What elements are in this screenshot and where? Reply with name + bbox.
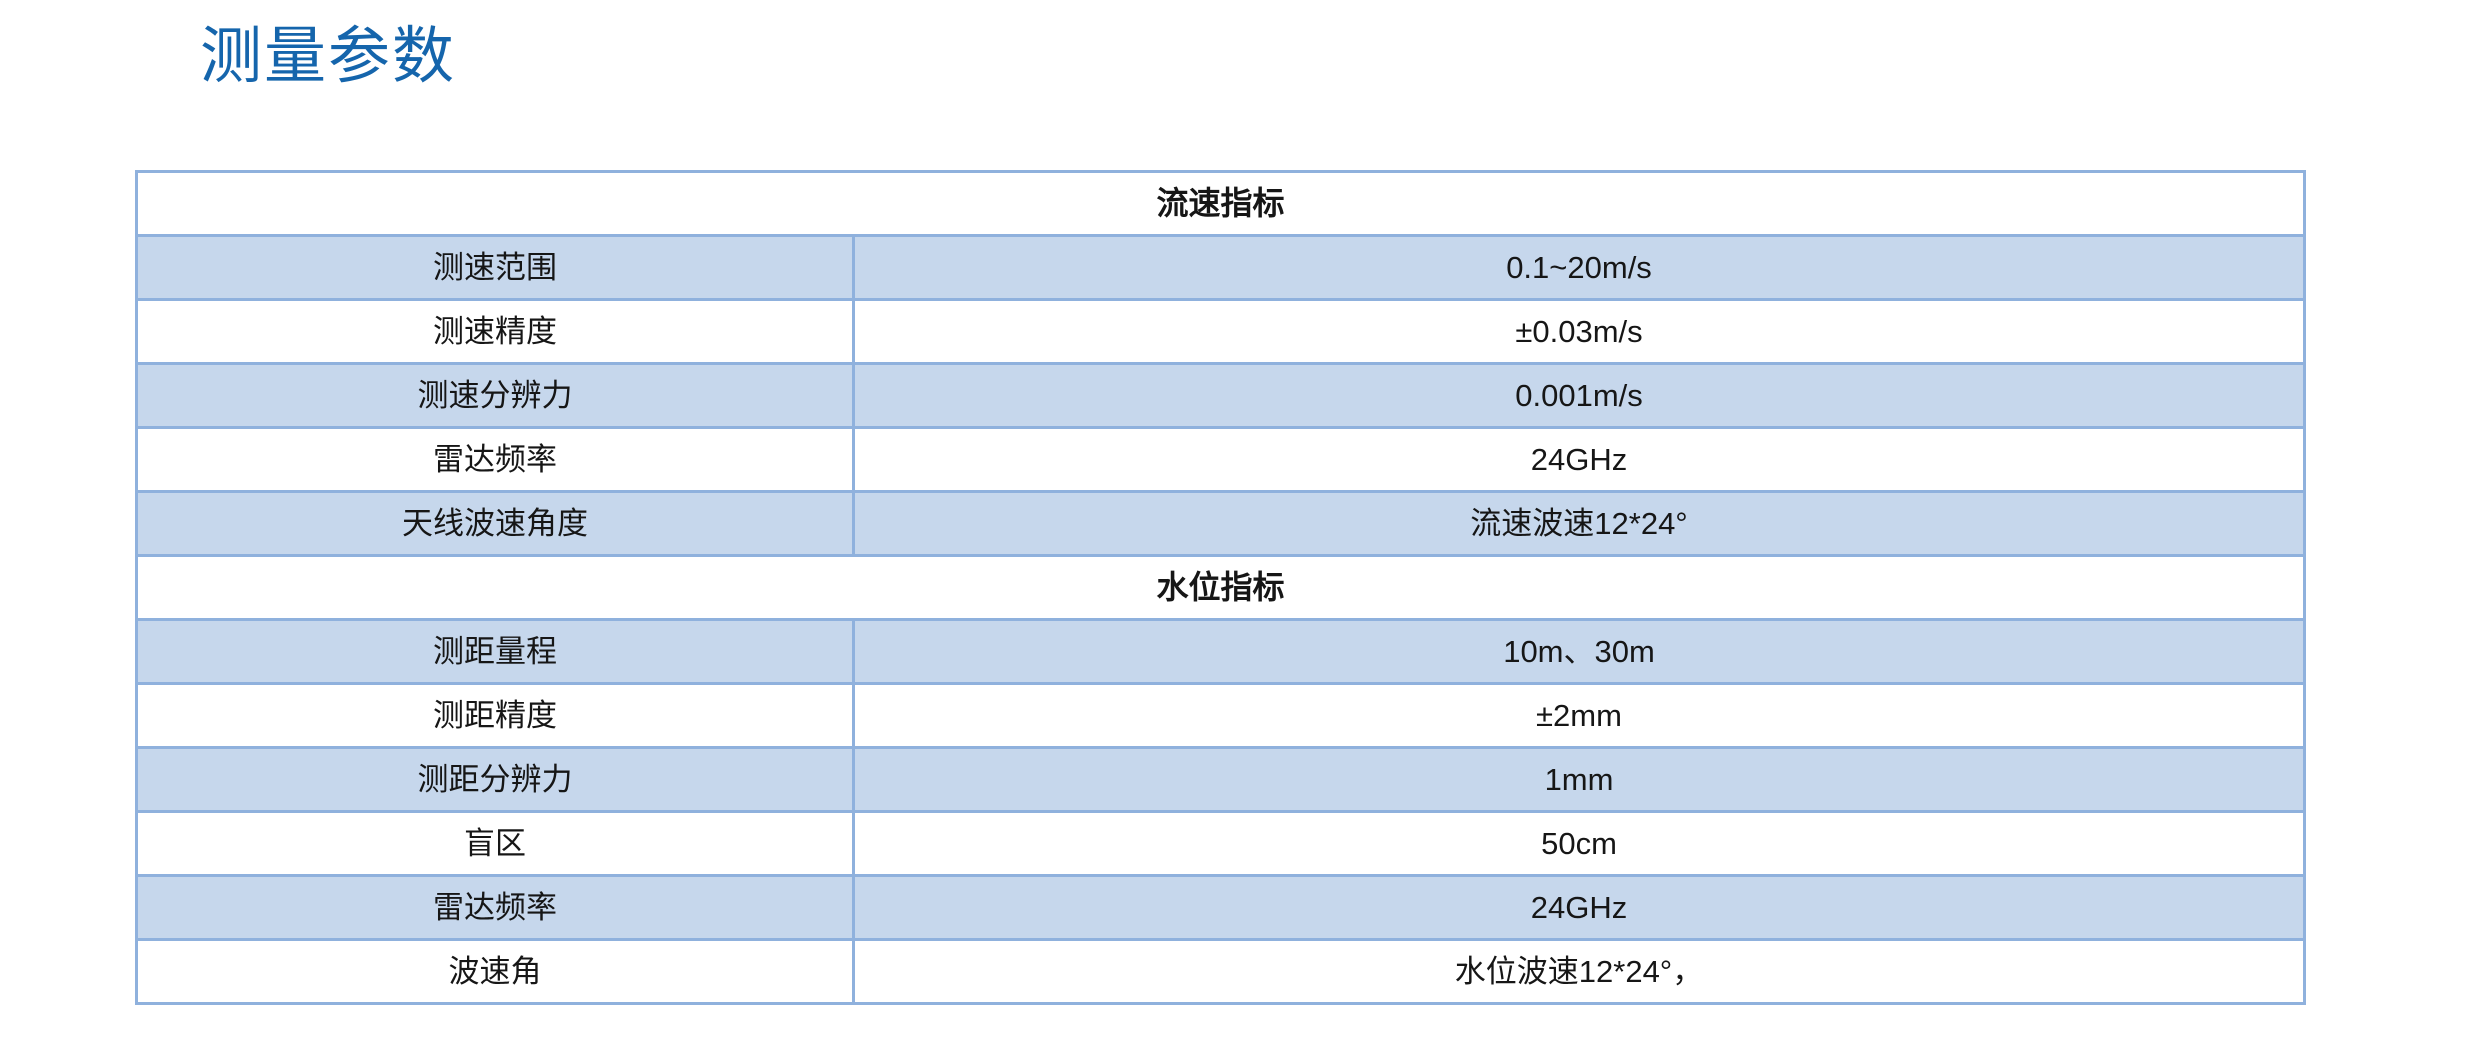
- measurement-parameters-table-wrapper: 流速指标 测速范围 0.1~20m/s 测速精度 ±0.03m/s 测速分辨力 0.001m…: [134, 170, 2307, 1005]
- parameter-value-cell: 0.1~20m/s: [851, 234, 2307, 301]
- parameter-value-cell: 10m、30m: [851, 618, 2307, 685]
- table-row: 测速精度 ±0.03m/s: [135, 298, 2307, 365]
- parameter-label-cell: 雷达频率: [135, 874, 855, 941]
- section-header-label: 水位指标: [134, 554, 2307, 621]
- table-row: 盲区 50cm: [135, 810, 2307, 877]
- table-row: 测速范围 0.1~20m/s: [135, 234, 2307, 301]
- parameter-value-cell: ±2mm: [851, 682, 2307, 749]
- page-title: 测量参数: [200, 23, 457, 91]
- parameter-value-cell: ±0.03m/s: [851, 298, 2307, 365]
- parameter-label-cell: 测距精度: [135, 682, 855, 749]
- parameter-value-cell: 流速波速12*24°: [851, 490, 2307, 557]
- parameter-label-cell: 测距量程: [135, 618, 855, 685]
- parameter-label-cell: 测速分辨力: [135, 362, 855, 429]
- parameter-value-cell: 水位波速12*24°，: [851, 938, 2307, 1005]
- parameter-label-cell: 盲区: [135, 810, 855, 877]
- parameter-value-cell: 0.001m/s: [851, 362, 2307, 429]
- parameter-value-cell: 24GHz: [851, 426, 2307, 493]
- parameter-value-cell: 1mm: [851, 746, 2307, 813]
- table-row: 测距分辨力 1mm: [135, 746, 2307, 813]
- table-section-header-row: 水位指标: [134, 554, 2307, 621]
- table-row: 天线波速角度 流速波速12*24°: [135, 490, 2307, 557]
- table-row: 测距量程 10m、30m: [135, 618, 2307, 685]
- parameter-label-cell: 测速精度: [135, 298, 855, 365]
- table-row: 雷达频率 24GHz: [135, 874, 2307, 941]
- parameter-label-cell: 雷达频率: [135, 426, 855, 493]
- parameter-label-cell: 测距分辨力: [135, 746, 855, 813]
- table-body: 流速指标 测速范围 0.1~20m/s 测速精度 ±0.03m/s 测速分辨力 0.001m…: [134, 170, 2307, 1005]
- parameter-value-cell: 50cm: [851, 810, 2307, 877]
- table-row: 雷达频率 24GHz: [135, 426, 2307, 493]
- table-row: 测距精度 ±2mm: [135, 682, 2307, 749]
- table-row: 波速角 水位波速12*24°，: [135, 938, 2307, 1005]
- parameter-label-cell: 波速角: [135, 938, 855, 1005]
- table-section-header-row: 流速指标: [134, 170, 2307, 237]
- parameter-label-cell: 测速范围: [135, 234, 855, 301]
- parameter-label-cell: 天线波速角度: [135, 490, 855, 557]
- parameter-value-cell: 24GHz: [851, 874, 2307, 941]
- table-row: 测速分辨力 0.001m/s: [135, 362, 2307, 429]
- section-header-label: 流速指标: [134, 170, 2307, 237]
- measurement-parameters-table: 流速指标 测速范围 0.1~20m/s 测速精度 ±0.03m/s 测速分辨力 0.001m…: [134, 170, 2307, 1005]
